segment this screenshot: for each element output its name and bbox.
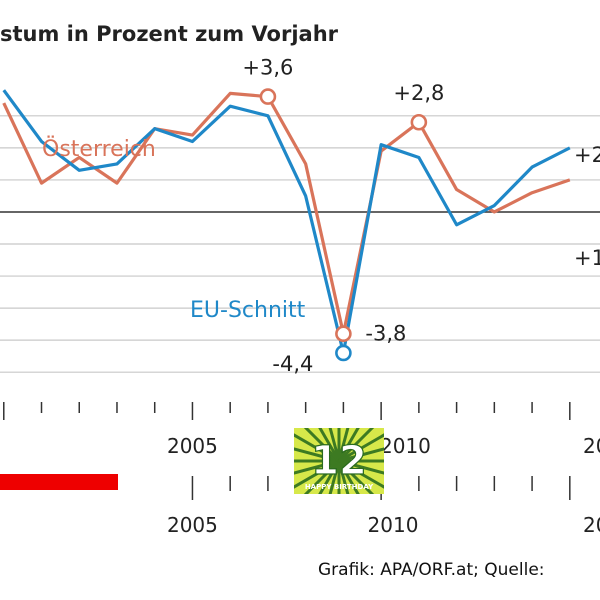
x-tick-label: 20 (583, 434, 600, 458)
data-point-eu (335, 344, 352, 362)
badge-ray (337, 459, 375, 494)
data-label: +3,6 (242, 56, 293, 80)
data-label: -4,4 (272, 352, 313, 376)
data-point-austria (259, 88, 277, 105)
data-point-austria (410, 113, 428, 131)
source-credit: Grafik: APA/ORF.at; Quelle: (318, 560, 545, 580)
badge-ray (318, 460, 341, 494)
series-line-eu (2, 89, 571, 355)
x-tick-label: 2005 (167, 434, 218, 458)
chart-title: stum in Prozent zum Vorjahr (0, 22, 339, 46)
x-tick-label-lower: 2010 (368, 513, 419, 537)
badge-ray (294, 433, 340, 463)
series-label-eu: EU-Schnitt (190, 298, 306, 323)
badge-ray (337, 428, 375, 463)
badge-ray (338, 433, 384, 463)
birthday-badge-icon: 12 HAPPY BIRTHDAY (294, 428, 384, 494)
x-tick-label-lower: 2005 (167, 513, 218, 537)
badge-ray (328, 460, 341, 494)
red-bar (0, 474, 118, 490)
data-label: -3,8 (365, 322, 406, 346)
data-label: +1 (574, 246, 600, 270)
badge-ray (303, 459, 341, 494)
badge-ray (294, 459, 340, 489)
badge-ray (294, 447, 340, 463)
badge-ray (328, 428, 341, 462)
x-tick-label: 2010 (380, 434, 431, 458)
badge-ray (338, 459, 384, 489)
badge-ray (303, 428, 341, 463)
badge-ray (337, 460, 360, 494)
data-label: +2,8 (393, 81, 444, 105)
series-label-austria: Österreich (42, 136, 156, 162)
badge-text: HAPPY BIRTHDAY (305, 483, 374, 491)
badge-ray (338, 447, 384, 463)
x-tick-label-lower: 20 (583, 513, 600, 537)
badge-ray (294, 459, 340, 475)
data-label: +2 (574, 143, 600, 167)
badge-ray (337, 460, 350, 494)
badge-ray (337, 428, 350, 462)
data-point-austria (335, 325, 352, 343)
series-line-austria (2, 91, 571, 336)
badge-ray (318, 428, 341, 462)
badge-ray (337, 428, 360, 462)
badge-number: 12 (311, 438, 367, 484)
badge-ray (338, 459, 384, 475)
badge-rays (294, 428, 384, 494)
